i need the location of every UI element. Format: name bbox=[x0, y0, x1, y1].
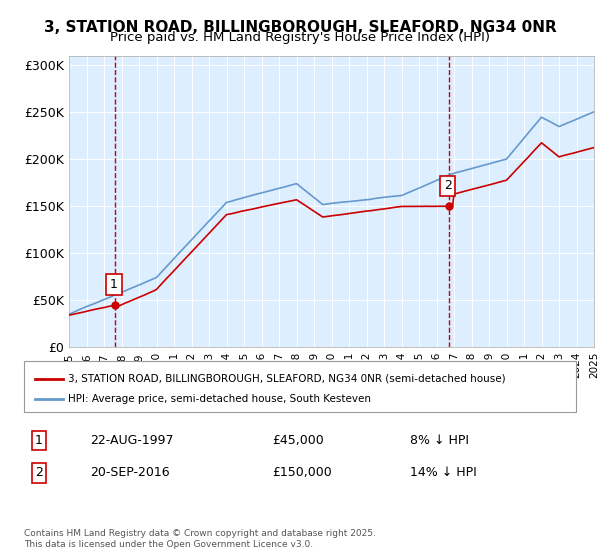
Text: HPI: Average price, semi-detached house, South Kesteven: HPI: Average price, semi-detached house,… bbox=[68, 394, 371, 404]
Text: £45,000: £45,000 bbox=[272, 433, 324, 447]
Text: 8% ↓ HPI: 8% ↓ HPI bbox=[410, 433, 469, 447]
Text: 3, STATION ROAD, BILLINGBOROUGH, SLEAFORD, NG34 0NR: 3, STATION ROAD, BILLINGBOROUGH, SLEAFOR… bbox=[44, 20, 556, 35]
Text: £150,000: £150,000 bbox=[272, 466, 332, 479]
Text: Price paid vs. HM Land Registry's House Price Index (HPI): Price paid vs. HM Land Registry's House … bbox=[110, 31, 490, 44]
Text: 2: 2 bbox=[35, 466, 43, 479]
Text: 22-AUG-1997: 22-AUG-1997 bbox=[90, 433, 174, 447]
Text: 1: 1 bbox=[110, 278, 118, 291]
FancyBboxPatch shape bbox=[24, 361, 576, 412]
Text: 3, STATION ROAD, BILLINGBOROUGH, SLEAFORD, NG34 0NR (semi-detached house): 3, STATION ROAD, BILLINGBOROUGH, SLEAFOR… bbox=[68, 374, 506, 384]
Text: 1: 1 bbox=[35, 433, 43, 447]
Text: 14% ↓ HPI: 14% ↓ HPI bbox=[410, 466, 477, 479]
Text: 2: 2 bbox=[444, 179, 452, 193]
Text: 20-SEP-2016: 20-SEP-2016 bbox=[90, 466, 170, 479]
Text: Contains HM Land Registry data © Crown copyright and database right 2025.
This d: Contains HM Land Registry data © Crown c… bbox=[24, 529, 376, 549]
